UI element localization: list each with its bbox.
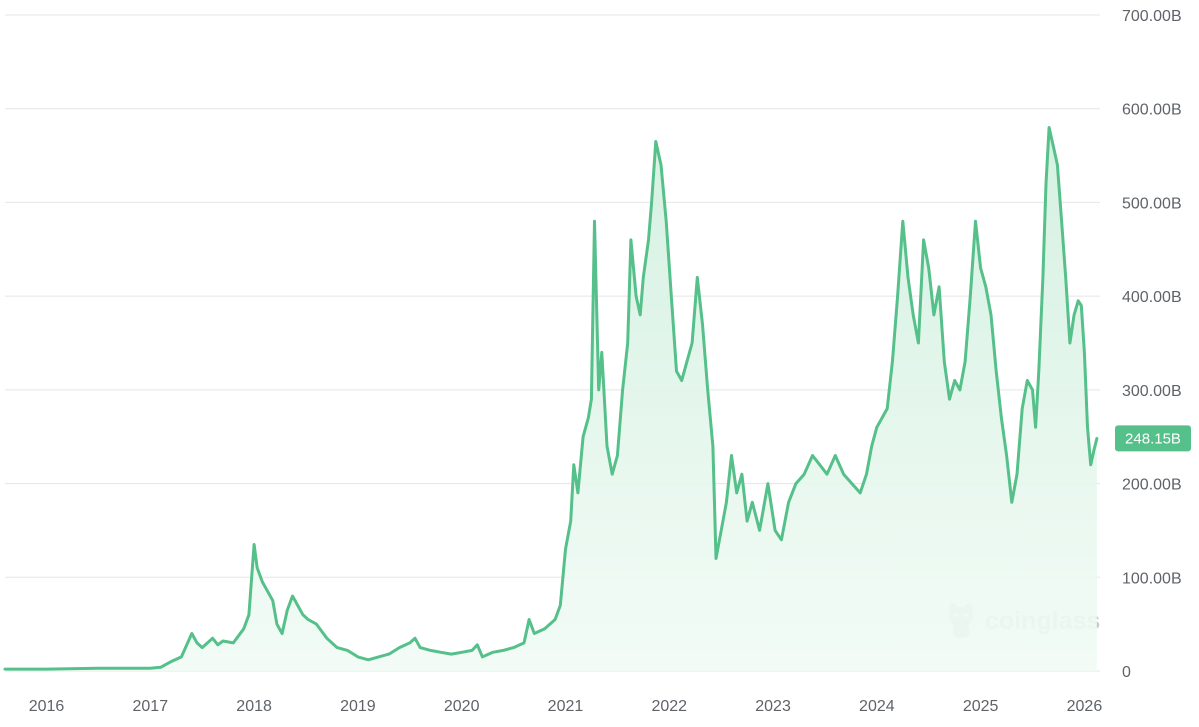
y-tick-label: 500.00B bbox=[1122, 195, 1182, 212]
y-tick-label: 200.00B bbox=[1122, 477, 1182, 494]
x-tick-label: 2023 bbox=[755, 698, 791, 715]
series-line bbox=[3, 126, 1099, 671]
x-tick-label: 2020 bbox=[444, 698, 480, 715]
x-tick-label: 2019 bbox=[340, 698, 376, 715]
y-tick-label: 700.00B bbox=[1122, 8, 1182, 25]
series-area bbox=[5, 127, 1097, 671]
y-axis: 0 100.00B 200.00B 300.00B 400.00B 500.00B 600.… bbox=[1122, 8, 1182, 681]
x-tick-label: 2024 bbox=[859, 698, 895, 715]
x-axis: 2016 2017 2018 2019 2020 2021 2022 2023 2024 2025… bbox=[29, 698, 1103, 715]
x-tick-label: 2025 bbox=[963, 698, 999, 715]
x-tick-label: 2022 bbox=[651, 698, 687, 715]
y-tick-label: 0 bbox=[1122, 664, 1131, 681]
y-tick-label: 400.00B bbox=[1122, 289, 1182, 306]
x-tick-label: 2026 bbox=[1067, 698, 1103, 715]
y-tick-label: 300.00B bbox=[1122, 383, 1182, 400]
grid-lines bbox=[5, 14, 1100, 672]
y-tick-label: 600.00B bbox=[1122, 102, 1182, 119]
x-tick-label: 2017 bbox=[133, 698, 169, 715]
x-tick-label: 2018 bbox=[236, 698, 272, 715]
x-tick-label: 2021 bbox=[548, 698, 584, 715]
x-tick-label: 2016 bbox=[29, 698, 65, 715]
y-tick-label: 100.00B bbox=[1122, 570, 1182, 587]
current-value-label: 248.15B bbox=[1125, 430, 1181, 447]
current-value-badge-bg bbox=[1115, 425, 1191, 452]
current-value-badge: 248.15B bbox=[1115, 425, 1191, 452]
